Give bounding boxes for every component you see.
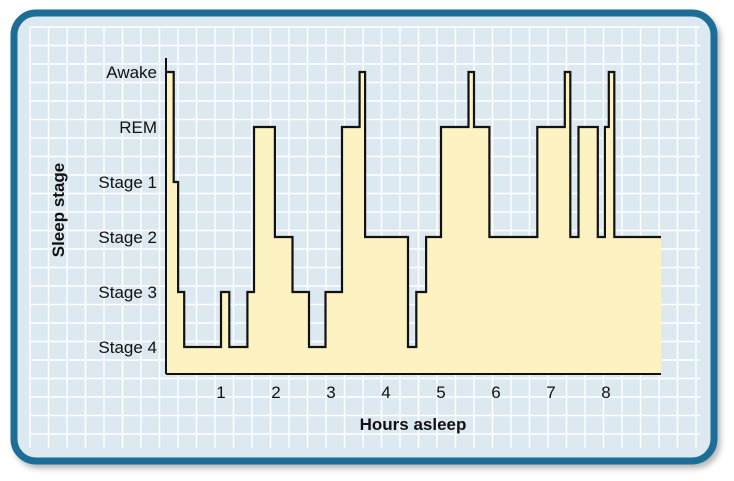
x-axis-label: Hours asleep <box>360 415 467 434</box>
area-layer <box>166 72 661 374</box>
x-tick-label: 5 <box>436 383 445 402</box>
sleep-area-fill <box>166 72 661 374</box>
y-tick-label: Awake <box>106 63 157 82</box>
y-tick-label: Stage 1 <box>98 173 157 192</box>
x-tick-label: 8 <box>601 383 610 402</box>
line-layer <box>166 70 661 349</box>
x-tick-label: 3 <box>326 383 335 402</box>
axes <box>165 58 661 375</box>
y-tick-label: Stage 2 <box>98 228 157 247</box>
y-tick-label: Stage 3 <box>98 283 157 302</box>
x-tick-label: 2 <box>271 383 280 402</box>
x-tick-label: 4 <box>381 383 390 402</box>
y-tick-label: REM <box>119 118 157 137</box>
y-tick-labels: Awake REM Stage 1 Stage 2 Stage 3 Stage 4 <box>98 63 157 357</box>
x-tick-label: 1 <box>216 383 225 402</box>
x-tick-label: 7 <box>546 383 555 402</box>
x-tick-labels: 1 2 3 4 5 6 7 8 <box>216 383 610 402</box>
sleep-stage-line <box>166 70 661 349</box>
x-tick-label: 6 <box>491 383 500 402</box>
y-axis-label: Sleep stage <box>49 163 68 258</box>
y-tick-label: Stage 4 <box>98 338 157 357</box>
